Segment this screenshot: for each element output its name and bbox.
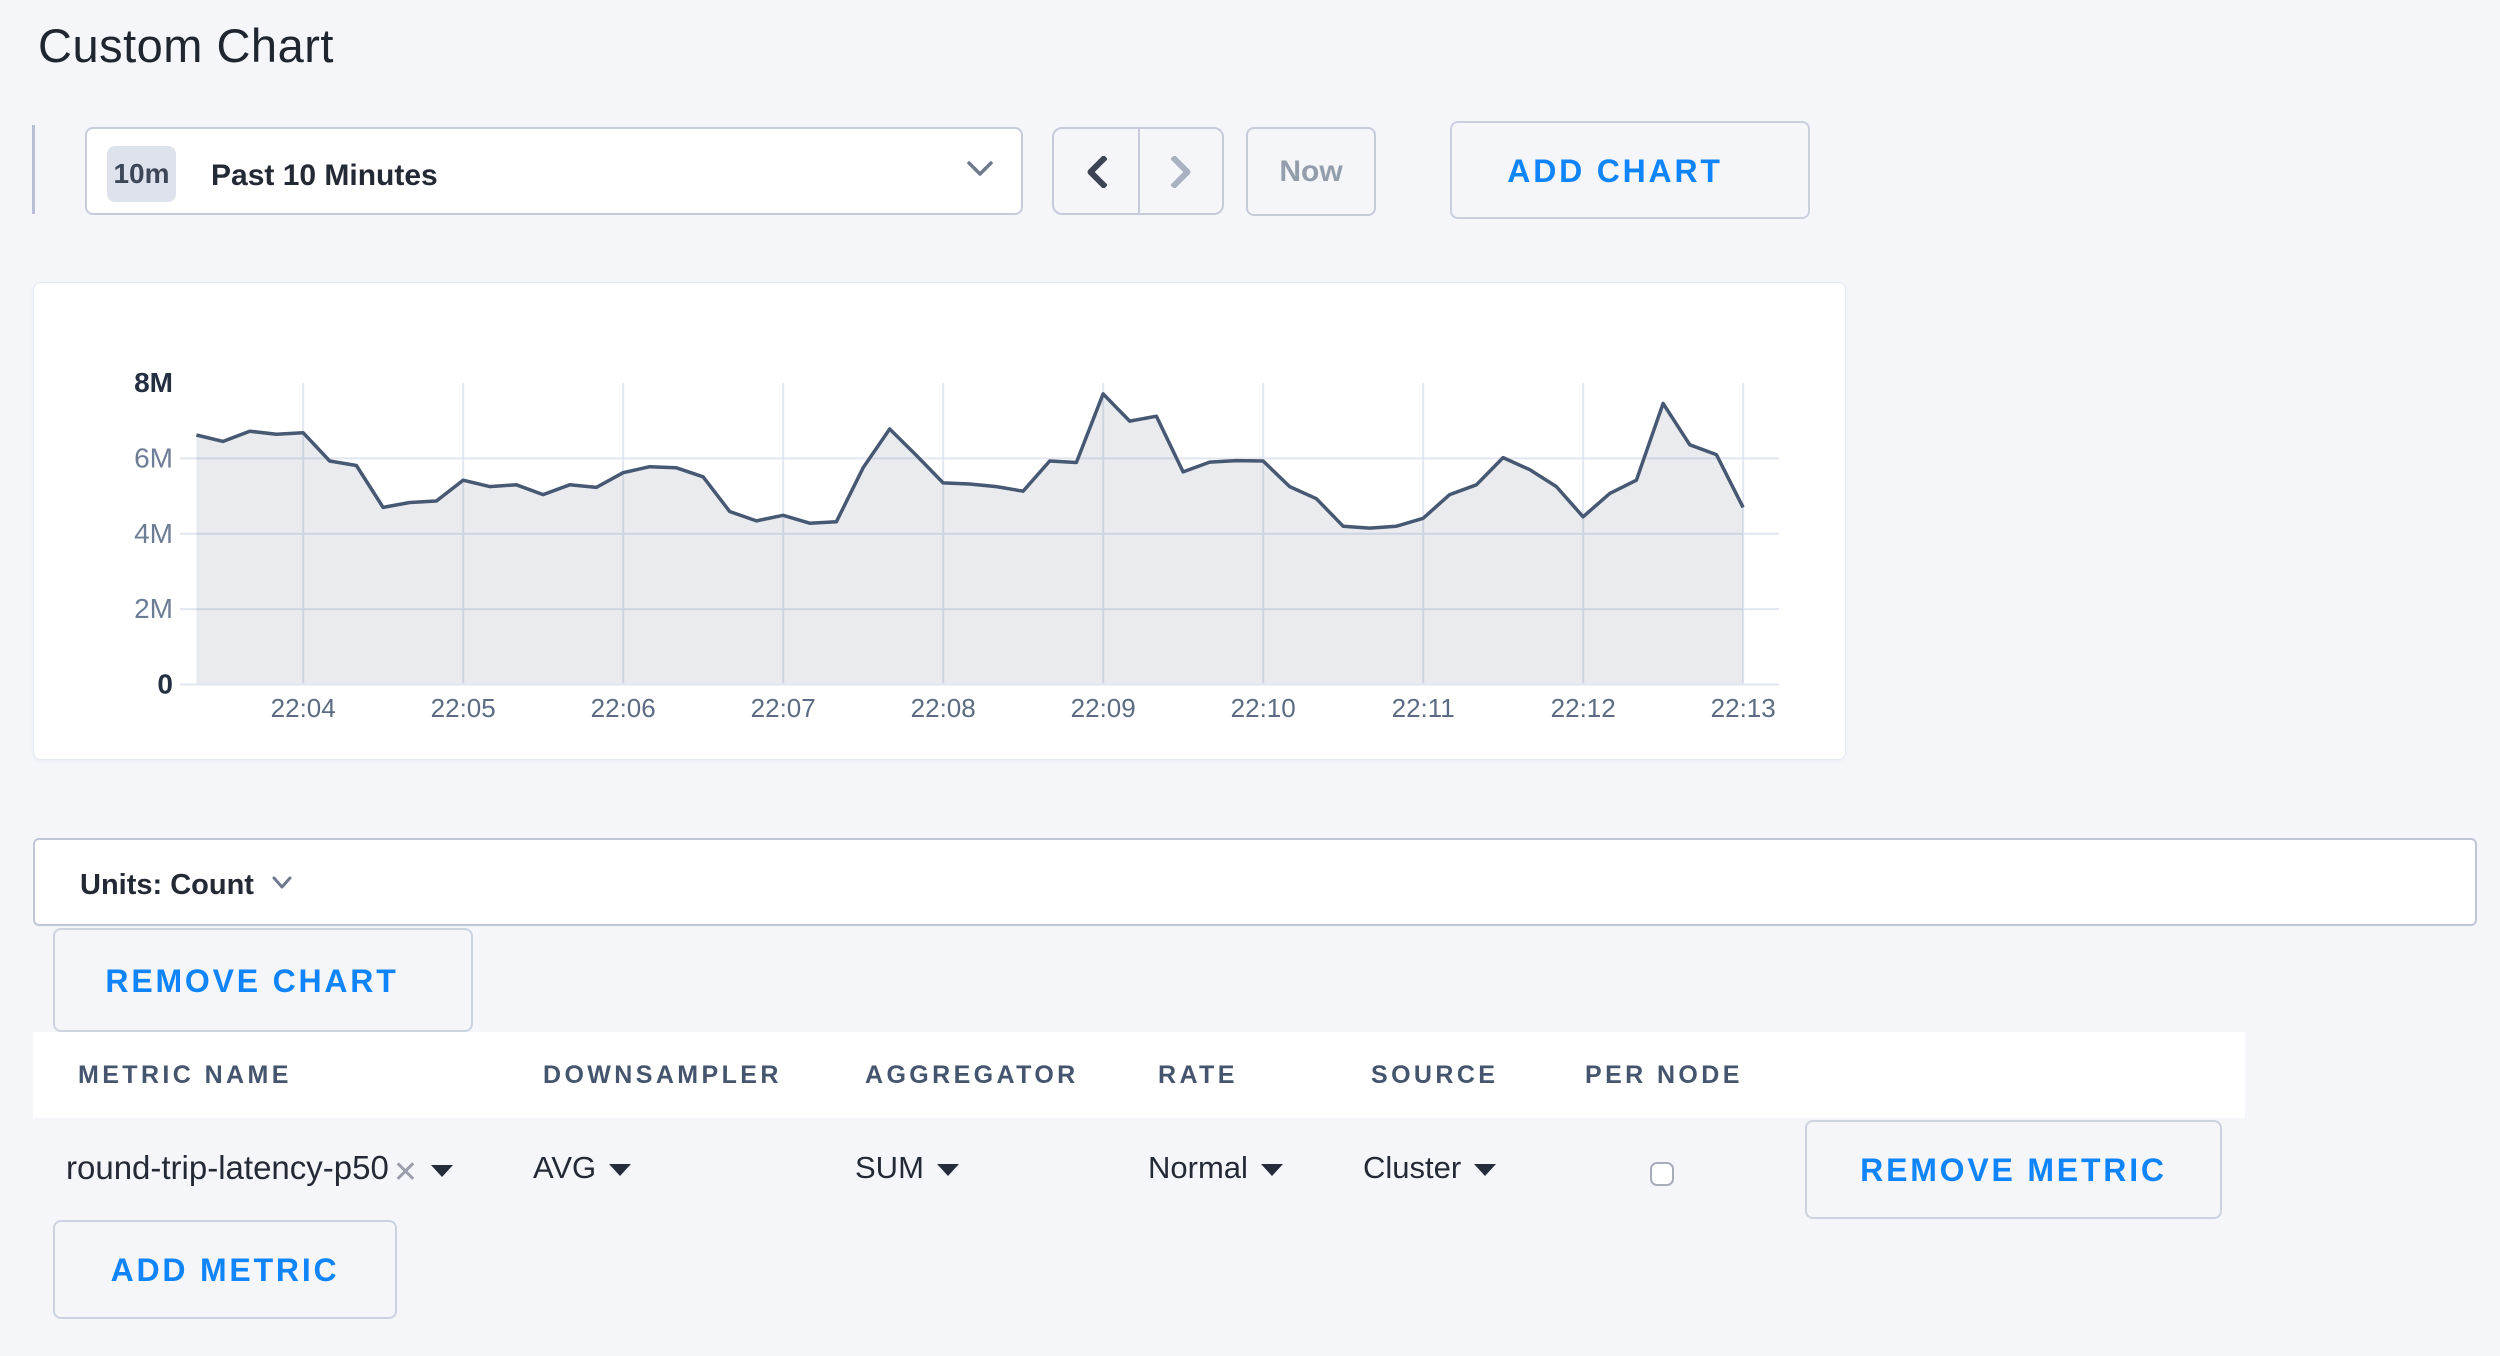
svg-text:2M: 2M (134, 593, 173, 624)
svg-text:0: 0 (157, 669, 173, 700)
svg-text:22:09: 22:09 (1071, 693, 1136, 723)
svg-text:6M: 6M (134, 442, 173, 473)
svg-text:22:07: 22:07 (751, 693, 816, 723)
svg-text:4M: 4M (134, 518, 173, 549)
svg-text:22:04: 22:04 (271, 693, 336, 723)
svg-text:8M: 8M (134, 367, 173, 398)
svg-text:22:13: 22:13 (1711, 693, 1776, 723)
svg-text:22:05: 22:05 (431, 693, 496, 723)
svg-text:22:06: 22:06 (591, 693, 656, 723)
svg-text:22:08: 22:08 (911, 693, 976, 723)
svg-text:22:11: 22:11 (1392, 693, 1455, 723)
svg-text:22:12: 22:12 (1551, 693, 1616, 723)
svg-text:22:10: 22:10 (1231, 693, 1296, 723)
